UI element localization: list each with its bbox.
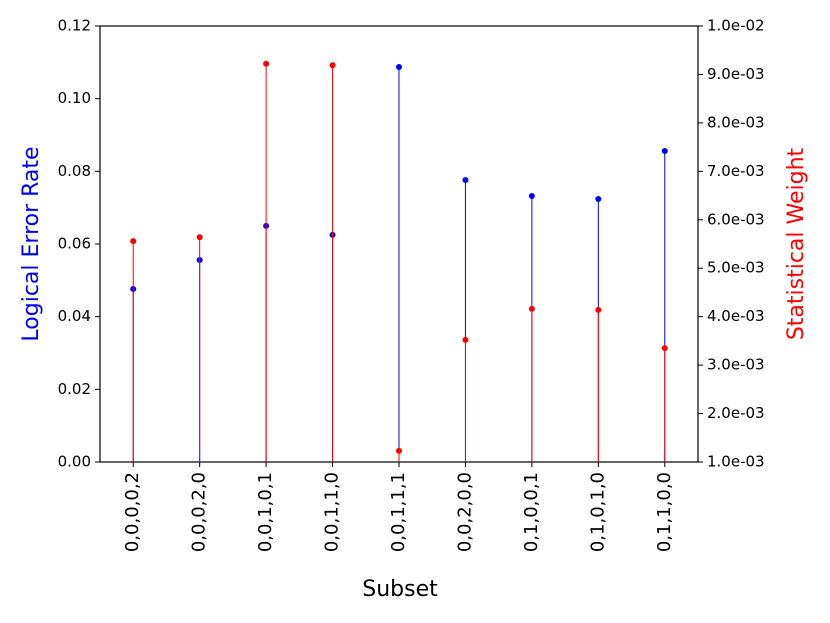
stem-marker [196, 234, 203, 241]
x-tick-label: 0,0,1,0,1 [255, 472, 276, 552]
y-tick-label: 0.12 [58, 17, 91, 35]
x-tick-label: 0,0,2,0,0 [454, 472, 475, 552]
y-tick-label: 0.10 [58, 89, 91, 107]
y-tick-label: 1.0e-03 [707, 453, 765, 471]
x-tick-label: 0,0,1,1,1 [388, 472, 409, 552]
y-tick-label: 4.0e-03 [707, 307, 765, 325]
x-tick-label: 0,1,0,1,0 [587, 472, 608, 552]
y-tick-label: 9.0e-03 [707, 65, 765, 83]
y-tick-label: 1.0e-02 [707, 17, 765, 35]
x-tick-label: 0,0,0,2,0 [189, 472, 210, 552]
y-tick-label: 0.06 [58, 235, 91, 253]
y-axis-label: Logical Error Rate [19, 146, 44, 341]
stem-marker [462, 336, 469, 343]
stem-marker [263, 60, 270, 67]
stem-marker [661, 345, 668, 352]
y-tick-label: 0.02 [58, 380, 91, 398]
stem-marker [396, 64, 402, 71]
stem-marker [130, 238, 137, 245]
y-tick-label: 6.0e-03 [707, 210, 765, 228]
stem-marker [528, 305, 535, 312]
x-axis-label: Subset [362, 577, 438, 602]
y-tick-label: 7.0e-03 [707, 162, 765, 180]
y-tick-label: 2.0e-03 [707, 404, 765, 422]
stem-marker [462, 177, 469, 184]
x-tick-label: 0,1,1,0,0 [654, 472, 675, 552]
y-tick-label: 3.0e-03 [707, 356, 765, 374]
y-tick-label: 5.0e-03 [707, 259, 765, 277]
x-tick-label: 0,1,0,0,1 [521, 472, 542, 552]
stem-marker [329, 62, 336, 69]
y-tick-label: 0.04 [58, 307, 91, 325]
stem-marker [396, 447, 402, 454]
x-tick-label: 0,0,1,1,0 [322, 472, 343, 552]
stem-marker [661, 147, 668, 154]
y-tick-label: 0.08 [58, 162, 91, 180]
y-tick-label: 0.00 [58, 453, 91, 471]
x-tick-label: 0,0,0,0,2 [122, 472, 143, 552]
stem-marker [528, 193, 535, 200]
y-tick-label: 8.0e-03 [707, 113, 765, 131]
stem-marker [595, 195, 602, 202]
stem-marker [595, 306, 602, 313]
y2-axis-label: Statistical Weight [784, 147, 809, 340]
